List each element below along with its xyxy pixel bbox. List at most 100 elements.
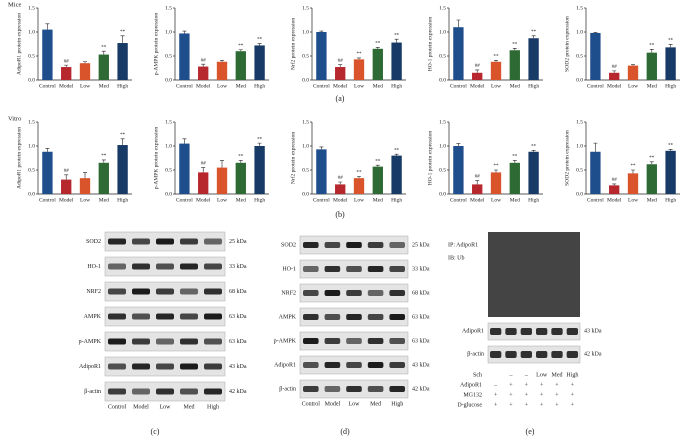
bar xyxy=(254,45,265,80)
x-tick-label: Low xyxy=(491,197,501,203)
treatment-label: AdipoR1 xyxy=(460,382,482,388)
error-bar xyxy=(45,23,50,30)
significance-label: ** xyxy=(101,45,107,50)
error-bar xyxy=(182,30,187,34)
panel-label: (a) xyxy=(336,94,345,103)
x-tick-label: Med xyxy=(647,197,657,203)
bar xyxy=(117,145,128,194)
error-bar xyxy=(494,169,498,173)
y-axis-label: Nrf2 protein expression xyxy=(289,18,296,70)
blot-band xyxy=(132,338,150,345)
kda-label: 63 kDa xyxy=(229,314,247,320)
error-bar xyxy=(257,142,262,146)
bar xyxy=(490,61,502,80)
kda-label: 43 kDa xyxy=(584,328,602,334)
x-tick-label: Med xyxy=(510,197,520,203)
bar xyxy=(609,72,620,80)
error-bar xyxy=(512,160,517,163)
y-tick-label: 0.5 xyxy=(439,53,446,59)
blot-strip xyxy=(487,322,581,341)
bar xyxy=(472,184,483,194)
significance-label: ** xyxy=(238,155,244,160)
blot-band xyxy=(108,338,126,345)
blot-band xyxy=(346,242,362,248)
error-bar xyxy=(394,153,399,156)
blot-band xyxy=(551,328,563,335)
lane-label: Low xyxy=(160,404,172,410)
bar xyxy=(646,52,657,80)
error-bar xyxy=(357,175,361,179)
treatment-mark: Low xyxy=(536,372,548,378)
x-tick-label: Model xyxy=(59,197,74,203)
x-tick-label: Model xyxy=(607,83,622,89)
y-axis-label: AdipoR1 protein expression xyxy=(16,127,22,189)
y-tick-label: 1.0 xyxy=(576,29,583,35)
bar xyxy=(254,146,265,194)
significance-label: ## xyxy=(338,176,344,181)
blot-band xyxy=(551,351,563,358)
treatment-mark: + xyxy=(555,382,559,388)
significance-label: ## xyxy=(338,59,344,64)
y-tick-label: 0.5 xyxy=(576,167,583,173)
bar xyxy=(79,63,91,80)
bar xyxy=(198,172,209,194)
kda-label: 43 kDa xyxy=(412,362,430,368)
blot-band xyxy=(536,328,548,335)
y-tick-label: 1.5 xyxy=(439,5,446,11)
kda-label: 63 kDa xyxy=(412,314,430,320)
x-tick-label: Model xyxy=(333,83,348,89)
error-bar xyxy=(494,60,498,62)
significance-label: ** xyxy=(531,144,537,149)
x-tick-label: Model xyxy=(196,83,211,89)
x-tick-label: Low xyxy=(354,197,364,203)
kda-label: 42 kDa xyxy=(229,389,247,395)
significance-label: ## xyxy=(201,162,207,167)
blot-band xyxy=(132,288,150,295)
bar xyxy=(316,32,327,80)
bar xyxy=(391,42,402,80)
x-tick-label: Low xyxy=(217,83,227,89)
y-tick-label: 0.5 xyxy=(165,167,172,173)
bar xyxy=(453,27,464,80)
lane-label: Low xyxy=(349,401,361,407)
bar xyxy=(353,178,365,194)
error-bar xyxy=(83,172,87,179)
treatment-mark: + xyxy=(571,382,575,388)
x-tick-label: Model xyxy=(470,197,485,203)
x-tick-label: Control xyxy=(176,197,193,203)
error-bar xyxy=(612,70,617,73)
blot-band xyxy=(132,363,150,370)
error-bar xyxy=(456,143,461,146)
treatment-mark: + xyxy=(571,392,575,398)
x-tick-label: Low xyxy=(628,197,638,203)
row-label: β-actin xyxy=(467,351,484,357)
row-label: HO-1 xyxy=(282,266,296,272)
blot-band xyxy=(180,388,198,395)
blot-band xyxy=(156,338,174,345)
significance-label: ## xyxy=(475,64,481,69)
kda-label: 25 kDa xyxy=(229,239,247,245)
error-bar xyxy=(475,69,480,73)
blot-band xyxy=(324,314,341,320)
x-tick-label: High xyxy=(254,83,265,89)
blot-band xyxy=(180,338,198,345)
ib-label: IB: Ub xyxy=(448,255,465,261)
error-bar xyxy=(220,160,224,168)
kda-label: 42 kDa xyxy=(412,386,430,392)
bar xyxy=(453,146,464,194)
y-tick-label: 1.0 xyxy=(302,143,309,149)
x-tick-label: Control xyxy=(587,197,604,203)
treatment-mark: + xyxy=(525,392,529,398)
treatment-label: D-glucose xyxy=(457,402,482,408)
error-bar xyxy=(631,64,635,66)
x-tick-label: Control xyxy=(313,83,330,89)
y-tick-label: 0.0 xyxy=(439,191,446,197)
significance-label: ## xyxy=(64,169,70,174)
row-label: AdipoR1 xyxy=(462,328,484,334)
blot-band xyxy=(108,238,126,245)
significance-label: ## xyxy=(201,58,207,63)
y-tick-label: 1.5 xyxy=(28,119,35,125)
blot-band xyxy=(367,266,384,272)
y-tick-label: 1.5 xyxy=(302,5,309,11)
row-label: SOD2 xyxy=(86,239,101,245)
